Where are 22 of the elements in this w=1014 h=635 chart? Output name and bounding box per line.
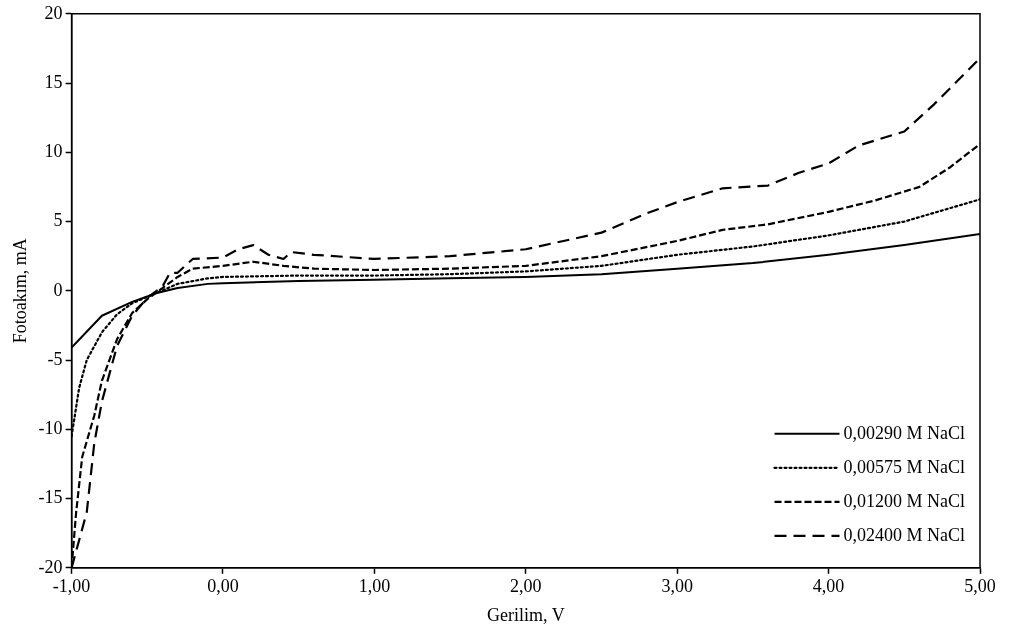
y-axis-title: Fotoakım, mA xyxy=(9,238,30,344)
y-tick-label: 5 xyxy=(53,210,63,231)
y-tick-label: -10 xyxy=(38,418,63,439)
x-tick-label: 1,00 xyxy=(358,576,391,597)
legend-label: 0,02400 M NaCl xyxy=(843,524,965,545)
x-tick-label: 3,00 xyxy=(661,576,693,597)
y-tick-label: 20 xyxy=(44,2,63,23)
x-tick-label: 0,00 xyxy=(207,576,239,597)
y-tick-label: -5 xyxy=(47,348,63,369)
y-tick-label: 15 xyxy=(44,71,63,92)
y-tick-label: -20 xyxy=(38,556,63,577)
x-axis-title: Gerilim, V xyxy=(486,604,565,625)
x-tick-label: 2,00 xyxy=(510,576,542,597)
y-tick-label: -15 xyxy=(38,487,63,508)
legend-label: 0,00575 M NaCl xyxy=(843,456,965,477)
y-tick-label: 10 xyxy=(44,141,63,162)
y-tick-label: 0 xyxy=(53,279,63,300)
x-tick-label: -1,00 xyxy=(52,576,91,597)
x-tick-label: 4,00 xyxy=(812,576,845,597)
x-tick-label: 5,00 xyxy=(964,576,996,597)
legend-label: 0,00290 M NaCl xyxy=(843,422,965,443)
legend-label: 0,01200 M NaCl xyxy=(843,490,965,511)
